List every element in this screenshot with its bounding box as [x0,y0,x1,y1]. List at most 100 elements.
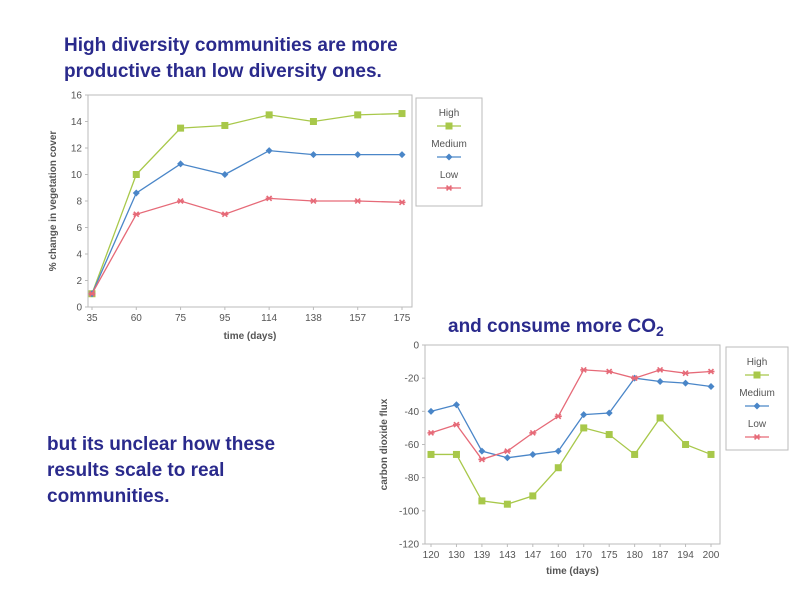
chart-1-legend-marker-low [445,184,453,192]
chart-1-series-low-point-stroke-d2 [398,199,406,206]
chart-2-series-medium-point [682,379,690,387]
chart-1-series-low-point [221,211,229,218]
chart-2-series-medium-point [529,450,537,458]
chart-2-series-low-point-stroke-d2 [529,429,536,436]
chart-2-series-high-point [554,464,562,472]
chart-2-xtick-label: 143 [499,550,516,561]
chart-2-series-medium-point [554,447,562,455]
chart-2-xtick-label: 200 [703,550,720,561]
chart-2-ytick-label: -100 [399,506,419,517]
chart-2-series-low-point [605,368,613,375]
chart-2-series-medium-point [503,454,511,462]
chart-2-series-low-point-stroke-d2 [580,366,587,373]
chart-2-legend-label-high: High [747,357,768,368]
chart-2-xtick-label: 130 [448,550,465,561]
chart-2-ytick-label: -120 [399,540,419,551]
chart-2-series-high-point [427,450,435,458]
chart-2-series-high-point [605,431,613,439]
chart-1-y-axis-title: % change in vegetation cover [48,131,59,272]
chart-1-series-low-point [132,211,140,218]
chart-1-ytick-label: 8 [76,197,82,208]
chart-1-series-medium-point [354,151,362,159]
chart-2-series-low-point [427,429,435,436]
chart-1-ytick-label: 4 [76,250,82,261]
chart-1-ytick-label: 2 [76,276,82,287]
chart-2-series-low-line [430,369,712,461]
chart-1-ytick-label: 12 [71,144,83,155]
chart-1-series-medium-point [221,171,229,178]
scale-caption: but its unclear how these results scale … [47,432,337,510]
chart-2-series-low-point [631,375,639,382]
chart-2-xtick-label: 170 [575,550,592,561]
chart-2-series-high-point [707,450,715,458]
chart-1-series-medium-line [91,149,402,295]
co2-caption-main: and consume more CO [448,316,656,337]
chart-2-series-medium-point [707,382,715,390]
chart-2-series-low-point-stroke-d2 [707,368,715,375]
chart-1-series-low-point-stroke-d2 [177,197,184,205]
chart-1: 0 2 4 6 8 10 12 14 16 35 60 75 95 114 138 157 175 time (d… [48,91,483,342]
chart-1-series-high-point [132,171,140,178]
chart-1-series-medium-point [177,160,185,168]
chart-2-series-low-point [529,429,537,436]
chart-2-series-low-point [682,370,690,377]
headline-text: High diversity communities are more prod… [64,33,484,85]
chart-2-series-low-point [554,413,562,420]
chart-1-xtick-label: 60 [131,313,143,324]
co2-caption: and consume more CO2 [448,314,664,344]
chart-2-series-low-point-stroke-d2 [555,413,562,420]
chart-1-series-low-point-stroke-d2 [266,195,273,202]
chart-1-series-low-line [91,197,403,295]
chart-2-series-low-point-stroke-d2 [453,421,460,428]
chart-1-series-low-point-stroke-d2 [354,197,361,205]
chart-2-xtick-label: 194 [677,550,694,561]
chart-2-series-low-point-stroke-d2 [478,456,485,463]
chart-1-xtick-label: 35 [86,313,98,324]
chart-1-series-high-line [91,112,403,294]
chart-2-legend-label-medium: Medium [739,388,775,399]
chart-1-ytick-label: 10 [71,170,83,181]
chart-2-series-high-point [631,450,639,458]
chart-2-xtick-label: 180 [626,550,643,561]
chart-2-series-low-point-stroke-d2 [504,448,511,455]
chart-2-ytick-label: -60 [405,440,420,451]
chart-1-series-low-point-stroke-d2 [88,290,96,297]
chart-2-series-low-point-stroke-d2 [427,429,435,436]
chart-1-xtick-label: 95 [219,313,231,324]
chart-2-xtick-label: 175 [601,550,618,561]
chart-2-series-medium-line [430,377,712,459]
chart-2-series-medium-point [427,407,435,415]
chart-2-xtick-label: 147 [524,550,541,561]
chart-1-series-medium-point [309,151,317,159]
chart-2-series-medium-point [656,377,664,385]
chart-2-series-medium-point [452,401,460,409]
chart-2-y-axis-title: carbon dioxide flux [379,398,390,490]
chart-1-series-high-point [265,111,273,119]
chart-1-xtick-label: 75 [175,313,187,324]
chart-2-series-medium-point [478,447,486,455]
chart-2-legend-marker-high [753,371,761,379]
chart-2-ytick-label: -40 [405,407,420,418]
chart-2-ytick-label: 0 [413,341,419,352]
chart-1-xtick-label: 175 [394,313,411,324]
chart-1-ytick-label: 6 [76,223,82,234]
chart-1-ytick-label: 14 [71,117,83,128]
chart-1-legend-label-high: High [439,108,460,119]
chart-1-series-low-point [309,197,317,205]
chart-2-series-low-point [656,366,664,373]
chart-2-series-low-point [707,368,715,375]
chart-2-series-medium-point [580,411,588,419]
chart-1-ytick-label: 16 [71,91,83,102]
chart-1-series-low-point [88,290,96,297]
chart-2-ytick-label: -80 [405,473,420,484]
chart-2-series-low-point [452,421,460,428]
scale-caption-line-2: results scale to real [47,460,225,481]
chart-2-series-low-point-stroke-d2 [631,375,638,382]
chart-1-xtick-label: 157 [349,313,366,324]
chart-2-series-high-point [478,497,486,505]
scale-caption-line-1: but its unclear how these [47,434,276,455]
chart-1-ytick-label: 0 [76,303,82,314]
chart-1-series-high-point [354,111,362,119]
chart-1-series-high-point [177,124,185,132]
